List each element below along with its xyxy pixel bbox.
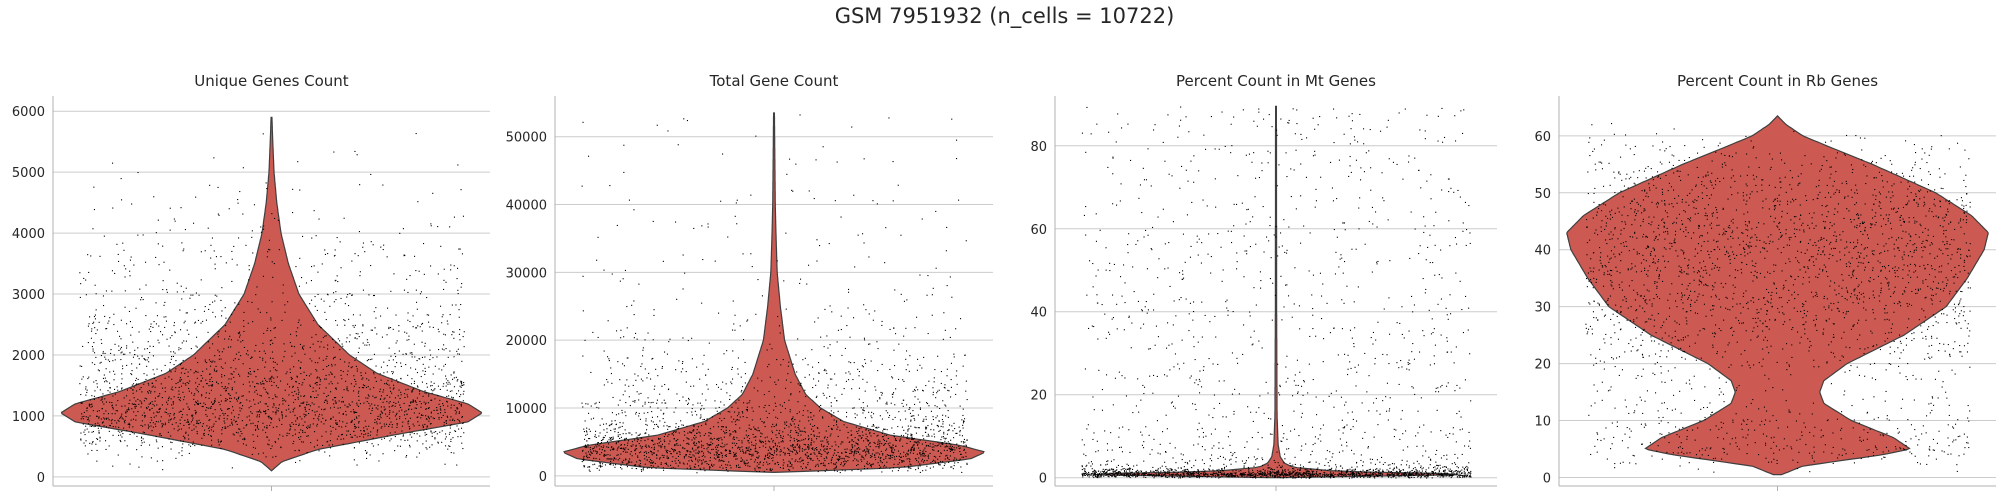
percent-count-in-mt-genes-y-tick-label: 80 bbox=[1030, 140, 1047, 155]
unique-genes-count-y-tick-label: 6000 bbox=[12, 105, 45, 120]
panel-percent-count-mt-genes: 0 20 40 60 80 Percent Count in Mt Genes bbox=[1030, 72, 1497, 491]
percent-count-in-mt-genes-y-tick-label: 20 bbox=[1030, 389, 1047, 404]
percent-count-in-mt-genes-y-tick-labels: 0 20 40 60 80 bbox=[1030, 140, 1047, 487]
unique-genes-count-y-tick-labels: 0 1000 2000 3000 4000 5000 6000 bbox=[12, 105, 45, 486]
total-gene-count-y-tick-label: 0 bbox=[539, 470, 547, 485]
unique-genes-count-violin-body bbox=[60, 116, 483, 472]
percent-count-in-mt-genes-strip-points bbox=[1081, 106, 1472, 479]
percent-count-in-rb-genes-violin-body bbox=[1566, 115, 1989, 476]
percent-count-in-rb-genes-y-tick-labels: 0 10 20 30 40 50 60 bbox=[1534, 130, 1551, 487]
unique-genes-count-y-tick-label: 1000 bbox=[12, 410, 45, 425]
unique-genes-count-y-tick-label: 2000 bbox=[12, 349, 45, 364]
percent-count-in-rb-genes-y-tick-label: 10 bbox=[1534, 415, 1551, 430]
percent-count-in-rb-genes-y-tick-label: 0 bbox=[1543, 471, 1551, 486]
total-gene-count-title: Total Gene Count bbox=[709, 72, 839, 90]
percent-count-in-rb-genes-y-tick-label: 40 bbox=[1534, 244, 1551, 259]
panel-total-gene-count: 0 10000 20000 30000 40000 50000 Total Gene Cou… bbox=[506, 72, 993, 491]
total-gene-count-y-tick-label: 40000 bbox=[506, 199, 547, 214]
total-gene-count-y-tick-label: 50000 bbox=[506, 131, 547, 146]
unique-genes-count-y-tick-label: 0 bbox=[37, 471, 45, 486]
total-gene-count-strip-points bbox=[581, 114, 968, 474]
total-gene-count-violin-body bbox=[563, 112, 985, 474]
unique-genes-count-y-tick-label: 5000 bbox=[12, 166, 45, 181]
panel-unique-genes-count: 0 1000 2000 3000 4000 5000 6000 Unique Genes Co… bbox=[12, 72, 490, 491]
percent-count-in-rb-genes-title: Percent Count in Rb Genes bbox=[1677, 72, 1878, 90]
percent-count-in-mt-genes-y-tick-label: 40 bbox=[1030, 306, 1047, 321]
panel-percent-count-rb-genes: 0 10 20 30 40 50 60 Percent Count in Rb Genes bbox=[1534, 72, 1996, 491]
unique-genes-count-y-tick-label: 3000 bbox=[12, 288, 45, 303]
unique-genes-count-title: Unique Genes Count bbox=[194, 72, 349, 90]
percent-count-in-mt-genes-y-tick-label: 60 bbox=[1030, 223, 1047, 238]
total-gene-count-y-tick-labels: 0 10000 20000 30000 40000 50000 bbox=[506, 131, 547, 485]
percent-count-in-rb-genes-y-tick-label: 60 bbox=[1534, 130, 1551, 145]
percent-count-in-rb-genes-y-tick-label: 20 bbox=[1534, 358, 1551, 373]
percent-count-in-rb-genes-strip-points bbox=[1585, 123, 1971, 473]
percent-count-in-rb-genes-y-tick-label: 30 bbox=[1534, 301, 1551, 316]
total-gene-count-y-tick-label: 20000 bbox=[506, 334, 547, 349]
total-gene-count-y-tick-label: 10000 bbox=[506, 402, 547, 417]
total-gene-count-y-tick-label: 30000 bbox=[506, 266, 547, 281]
percent-count-in-mt-genes-violin-body bbox=[1093, 105, 1459, 479]
figure-suptitle: GSM 7951932 (n_cells = 10722) bbox=[834, 4, 1175, 28]
unique-genes-count-y-tick-label: 4000 bbox=[12, 227, 45, 242]
percent-count-in-mt-genes-y-tick-label: 0 bbox=[1039, 472, 1047, 487]
unique-genes-count-strip-points bbox=[79, 133, 465, 471]
percent-count-in-mt-genes-title: Percent Count in Mt Genes bbox=[1176, 72, 1376, 90]
percent-count-in-rb-genes-y-tick-label: 50 bbox=[1534, 187, 1551, 202]
